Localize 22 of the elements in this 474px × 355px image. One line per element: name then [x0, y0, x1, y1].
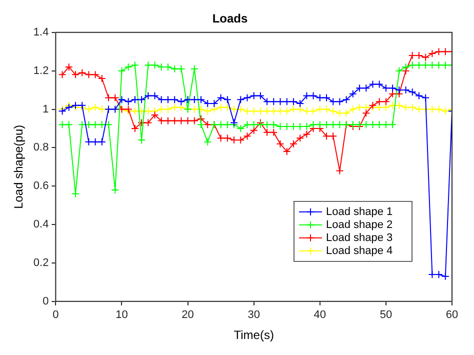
y-tick-label: 0.6: [33, 180, 49, 192]
y-axis-title: Load shape(pu): [12, 124, 26, 209]
y-tick-label: 0.2: [33, 257, 49, 270]
x-tick-label: 0: [52, 309, 59, 322]
y-tick-label: 1: [42, 103, 49, 116]
x-tick-label: 10: [116, 309, 128, 322]
y-tick-label: 0: [42, 295, 49, 308]
legend-label: Load shape 1: [326, 206, 393, 218]
legend-label: Load shape 3: [326, 232, 393, 244]
x-tick-label: 40: [314, 309, 326, 322]
x-tick-label: 30: [248, 309, 260, 322]
x-tick-label: 20: [182, 309, 194, 322]
x-tick-label: 50: [380, 309, 392, 322]
y-tick-label: 1.4: [33, 26, 49, 38]
legend-label: Load shape 2: [326, 218, 393, 231]
x-tick-label: 60: [446, 309, 458, 322]
y-tick-label: 0.8: [33, 142, 49, 154]
y-tick-label: 1.2: [33, 64, 49, 77]
legend-label: Load shape 4: [326, 244, 393, 257]
y-tick-label: 0.4: [33, 218, 49, 231]
chart-title: Loads: [212, 12, 248, 26]
x-axis-title: Time(s): [234, 328, 274, 342]
